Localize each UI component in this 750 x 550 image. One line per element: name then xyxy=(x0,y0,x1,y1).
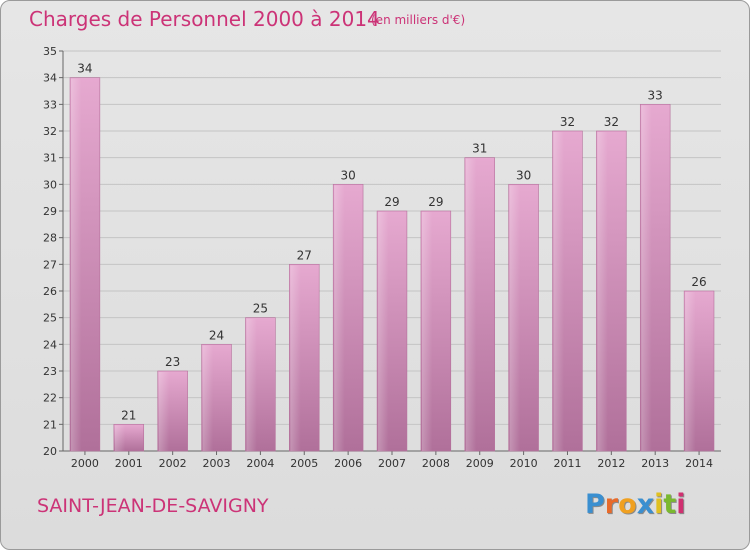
x-tick-label: 2011 xyxy=(553,457,581,470)
data-label: 29 xyxy=(384,195,399,209)
bar-highlight xyxy=(509,185,521,452)
x-tick-label: 2013 xyxy=(641,457,669,470)
logo-letter: i xyxy=(676,489,686,520)
data-label: 25 xyxy=(253,302,268,316)
bar-highlight xyxy=(597,132,608,451)
y-tick-label: 30 xyxy=(43,178,57,191)
bar-highlight xyxy=(71,78,82,452)
y-tick-label: 33 xyxy=(43,98,57,111)
y-tick-label: 32 xyxy=(43,125,57,138)
x-tick-label: 2012 xyxy=(597,457,625,470)
data-label: 30 xyxy=(516,168,531,182)
x-tick-label: 2002 xyxy=(159,457,187,470)
y-tick-label: 25 xyxy=(43,312,57,325)
bar-highlight xyxy=(334,185,345,452)
logo-letter: P xyxy=(585,489,605,520)
bars xyxy=(69,77,715,452)
bar-highlight xyxy=(378,212,389,451)
x-tick-label: 2008 xyxy=(422,457,450,470)
data-label: 32 xyxy=(604,115,619,129)
bar-highlight xyxy=(202,345,214,451)
y-tick-label: 24 xyxy=(43,338,57,351)
y-tick-label: 31 xyxy=(43,152,57,165)
labels: 20 21 22 23 24 25 26 27 28 29 30 31 32 33 34 35 34 2000 21… xyxy=(43,45,713,470)
data-label: 34 xyxy=(77,62,92,76)
x-tick-label: 2010 xyxy=(510,457,538,470)
proxiti-logo: Proxiti xyxy=(585,489,686,520)
logo-letter: o xyxy=(618,489,637,520)
x-tick-label: 2001 xyxy=(115,457,143,470)
x-tick-label: 2000 xyxy=(71,457,99,470)
logo-letter: x xyxy=(636,489,655,520)
y-tick-label: 34 xyxy=(43,72,57,85)
data-label: 26 xyxy=(691,275,706,289)
data-label: 24 xyxy=(209,328,224,342)
bar-highlight xyxy=(114,425,126,451)
y-tick-label: 20 xyxy=(43,445,57,458)
x-tick-label: 2014 xyxy=(685,457,713,470)
bar-highlight xyxy=(290,265,301,451)
y-tick-label: 27 xyxy=(43,258,57,271)
logo-letter: i xyxy=(654,489,664,520)
data-label: 31 xyxy=(472,142,487,156)
bar-highlight xyxy=(465,158,477,451)
data-label: 32 xyxy=(560,115,575,129)
x-tick-label: 2003 xyxy=(203,457,231,470)
y-tick-label: 21 xyxy=(43,418,57,431)
x-tick-label: 2007 xyxy=(378,457,406,470)
chart-title: Charges de Personnel 2000 à 2014 xyxy=(29,7,380,31)
y-tick-label: 23 xyxy=(43,365,57,378)
bar-highlight xyxy=(246,318,257,451)
y-tick-label: 26 xyxy=(43,285,57,298)
data-label: 33 xyxy=(648,88,663,102)
logo-letter: t xyxy=(663,489,677,520)
y-tick-label: 29 xyxy=(43,205,57,218)
data-label: 30 xyxy=(340,168,355,182)
chart-subtitle: (en milliers d'€) xyxy=(371,13,466,27)
data-label: 27 xyxy=(297,248,312,262)
data-label: 21 xyxy=(121,408,136,422)
data-label: 23 xyxy=(165,355,180,369)
x-tick-label: 2004 xyxy=(246,457,274,470)
bar-highlight xyxy=(553,132,564,451)
x-tick-label: 2005 xyxy=(290,457,318,470)
x-tick-label: 2006 xyxy=(334,457,362,470)
bar-highlight xyxy=(641,105,652,451)
logo-letter: r xyxy=(604,489,619,520)
y-tick-label: 35 xyxy=(43,45,57,58)
x-tick-label: 2009 xyxy=(466,457,494,470)
commune-name: SAINT-JEAN-DE-SAVIGNY xyxy=(37,495,269,517)
bar-highlight xyxy=(421,212,433,451)
bar-highlight xyxy=(685,292,696,451)
bar-highlight xyxy=(158,372,170,451)
data-label: 29 xyxy=(428,195,443,209)
y-tick-label: 22 xyxy=(43,392,57,405)
y-tick-label: 28 xyxy=(43,232,57,245)
